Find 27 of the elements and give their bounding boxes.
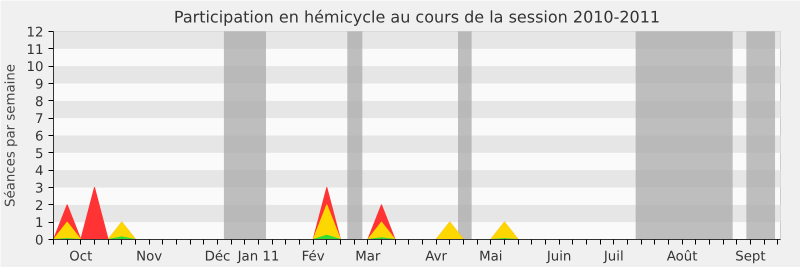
x-tick-label: Déc <box>204 250 230 264</box>
y-tick-label: 1 <box>35 216 44 232</box>
x-tick-label: Oct <box>69 250 92 264</box>
y-tick-label: 6 <box>35 130 44 144</box>
y-tick-label: 11 <box>26 42 44 58</box>
x-tick-label: Juin <box>546 250 572 264</box>
x-tick-label: Fév <box>302 250 325 264</box>
x-tick-label: Jan 11 <box>236 250 280 264</box>
x-tick-label: Avr <box>425 250 448 264</box>
y-tick-label: 9 <box>35 78 44 92</box>
x-tick-label: Nov <box>136 250 162 264</box>
x-tick-label: Mar <box>355 250 381 264</box>
y-tick-label: 3 <box>35 182 44 196</box>
y-tick-label: 10 <box>26 60 44 76</box>
y-tick-label: 0 <box>35 234 44 248</box>
y-axis-title: Séances par semaine <box>4 64 19 207</box>
y-tick-label: 7 <box>35 112 44 128</box>
x-tick-label: Août <box>666 250 698 264</box>
y-tick-label: 5 <box>35 146 44 162</box>
y-tick-label: 8 <box>35 94 44 110</box>
y-tick-label: 12 <box>26 26 44 40</box>
y-tick-label: 2 <box>35 198 44 214</box>
chart-title: Participation en hémicycle au cours de la session 2010-2011 <box>174 8 660 26</box>
x-tick-label: Juil <box>602 250 624 264</box>
x-tick-label: Mai <box>479 250 502 264</box>
x-tick-label: Sept <box>735 250 766 264</box>
y-tick-label: 4 <box>35 164 44 180</box>
